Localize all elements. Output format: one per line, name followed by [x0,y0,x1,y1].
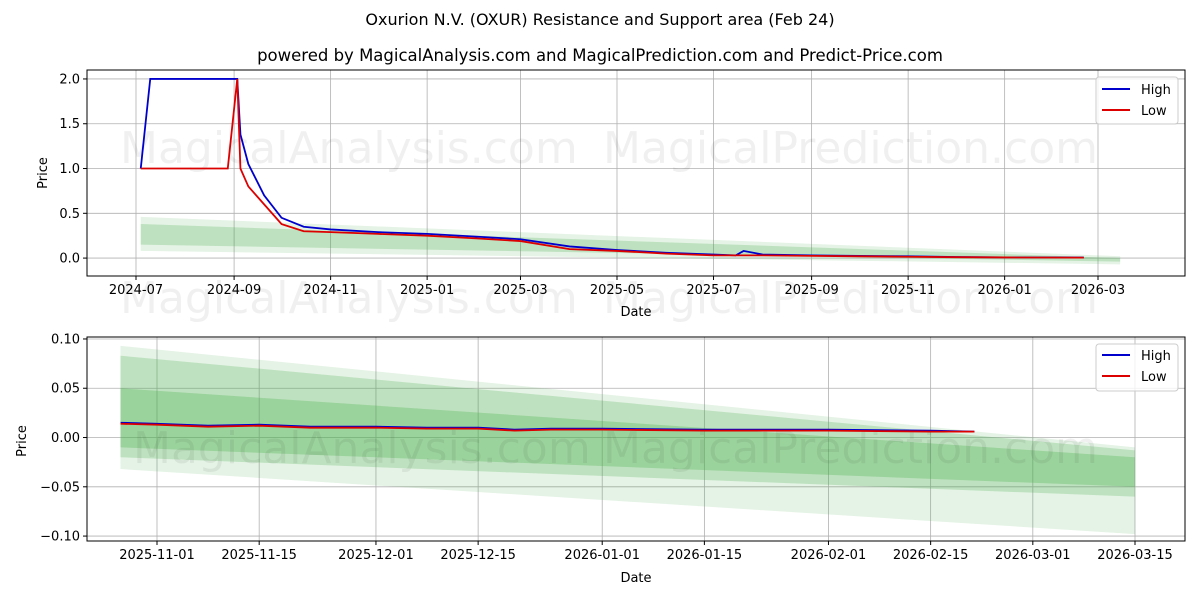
legend-high-label: High [1141,83,1171,98]
bottom-x-axis: 2025-11-01 2025-11-15 2025-12-01 2025-12-15… [119,541,1173,563]
top-price-lines [139,78,1084,259]
x-tick-label: 2025-01 [400,283,454,298]
chart-subtitle: powered by MagicalAnalysis.com and Magic… [257,46,943,65]
top-axes-frame [86,69,1186,277]
legend-high-label-2: High [1141,349,1171,364]
chart-title: Oxurion N.V. (OXUR) Resistance and Suppo… [365,10,835,29]
x-tick-label: 2026-01-01 [564,548,640,563]
band-outer [140,216,1121,265]
top-y-axis-label: Price [36,157,51,189]
x-tick-label: 2024-11 [303,283,357,298]
watermark-magicalprediction-2: MagicalPrediction.com [603,273,1098,324]
y-tick-label: 2.0 [59,72,80,87]
x-tick-label: 2024-07 [109,283,163,298]
watermark-magicalanalysis: MagicalAnalysis.com [120,123,578,174]
y-tick-label: 0.10 [51,332,80,347]
series-high [120,421,975,433]
series-low [140,78,1084,259]
bottom-y-axis: −0.10 −0.05 0.00 0.05 0.10 [40,332,87,545]
band-inner [120,388,1136,487]
x-tick-label: 2025-11-01 [119,548,195,563]
x-tick-label: 2026-02-15 [893,548,969,563]
y-tick-label: 0.00 [51,431,80,446]
x-tick-label: 2025-11 [881,283,935,298]
bottom-grid [87,337,1185,541]
series-low [120,422,975,433]
bottom-y-axis-label: Price [15,425,30,457]
y-tick-label: 1.0 [59,162,80,177]
x-tick-label: 2025-05 [590,283,644,298]
x-tick-label: 2025-12-01 [338,548,414,563]
legend-low-label-2: Low [1141,370,1167,385]
bottom-chart: MagicalAnalysis.com MagicalPrediction.co… [15,332,1186,586]
x-tick-label: 2026-03 [1071,283,1125,298]
x-tick-label: 2025-12-15 [440,548,516,563]
top-x-axis: 2024-07 2024-09 2024-11 2025-01 2025-03 2025-… [109,276,1125,298]
watermark-magicalanalysis-2: MagicalAnalysis.com [120,273,578,324]
y-tick-label: 1.5 [59,117,80,132]
bottom-support-resistance-bands [120,345,1136,535]
y-tick-label: −0.05 [40,480,80,495]
y-tick-label: 0.5 [59,207,80,222]
x-tick-label: 2025-11-15 [221,548,297,563]
top-x-axis-label: Date [620,305,651,320]
x-tick-label: 2025-03 [493,283,547,298]
x-tick-label: 2025-07 [686,283,740,298]
x-tick-label: 2025-09 [784,283,838,298]
x-tick-label: 2024-09 [207,283,261,298]
top-chart: MagicalAnalysis.com MagicalPrediction.co… [36,69,1186,324]
band-middle [120,355,1136,497]
x-tick-label: 2026-03-01 [995,548,1071,563]
x-tick-label: 2026-02-01 [791,548,867,563]
x-tick-label: 2026-03-15 [1097,548,1173,563]
y-tick-label: 0.0 [59,252,80,267]
top-legend: High Low [1095,76,1179,125]
bottom-price-lines [120,421,975,433]
legend-low-label: Low [1141,104,1167,119]
bottom-axes-frame [86,336,1186,542]
x-tick-label: 2026-01 [977,283,1031,298]
band-outer [120,345,1136,535]
bottom-legend: High Low [1095,343,1179,392]
watermark-magicalprediction: MagicalPrediction.com [603,123,1098,174]
y-tick-label: 0.05 [51,382,80,397]
bottom-x-axis-label: Date [620,571,651,586]
x-tick-label: 2026-01-15 [667,548,743,563]
top-y-axis: 0.0 0.5 1.0 1.5 2.0 [59,72,87,267]
y-tick-label: −0.10 [40,530,80,545]
